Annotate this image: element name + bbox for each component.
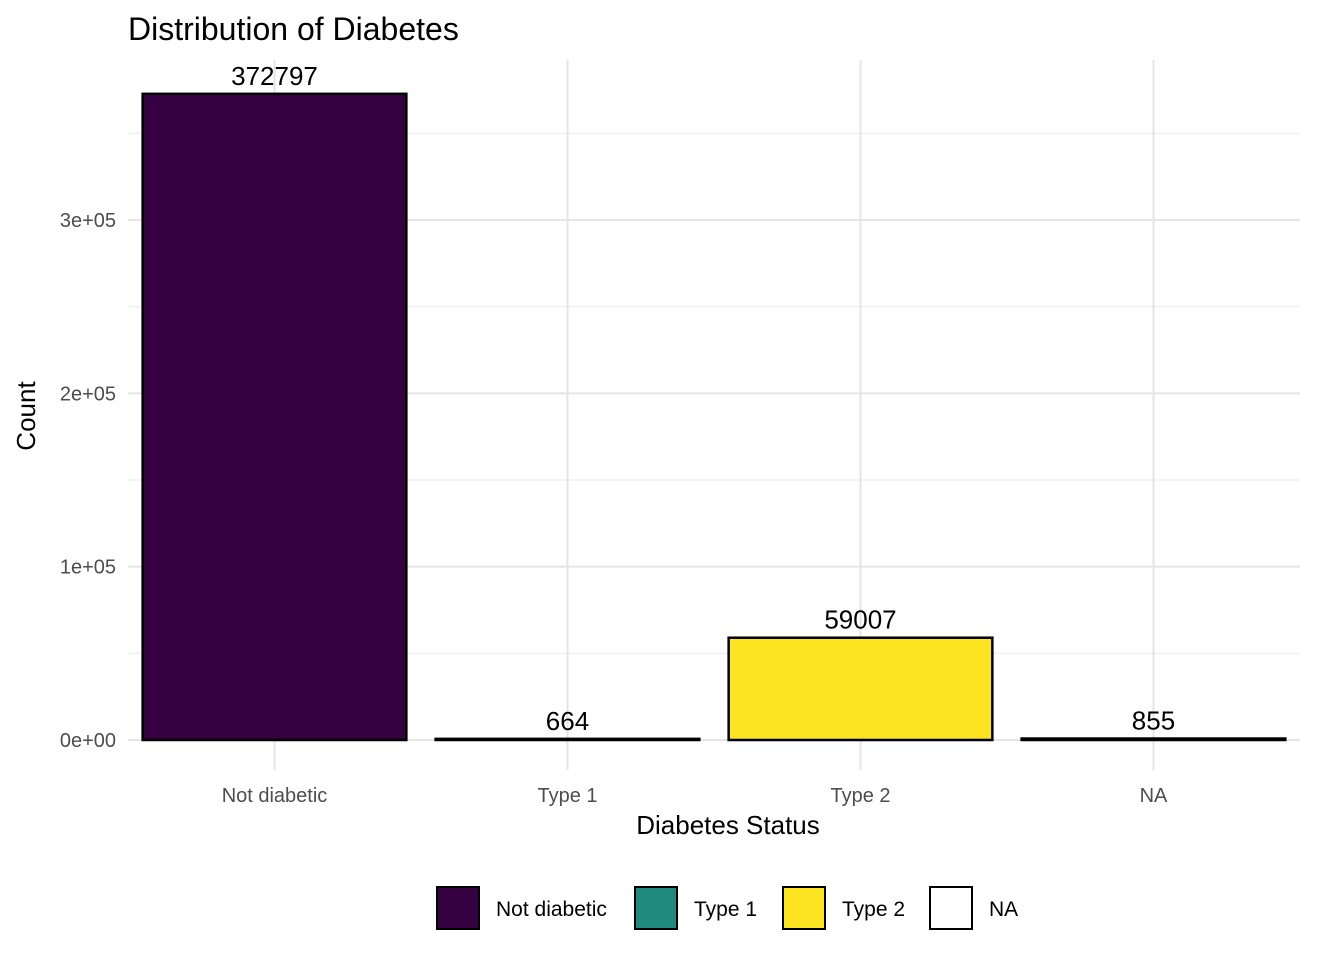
data-label: 855 xyxy=(1132,706,1175,736)
x-tick-label: Type 2 xyxy=(830,785,890,807)
legend-key xyxy=(634,886,678,930)
x-axis-ticks: Not diabetic Type 1 Type 2 NA xyxy=(222,785,1168,807)
legend-key xyxy=(929,886,973,930)
bar-na xyxy=(1020,737,1287,742)
x-tick-label: NA xyxy=(1140,785,1168,807)
y-tick-label: 0e+00 xyxy=(60,730,116,752)
bars-layer xyxy=(141,92,1287,742)
data-label: 664 xyxy=(546,706,589,736)
y-axis-ticks: 0e+00 1e+05 2e+05 3e+05 xyxy=(60,210,116,752)
legend-key xyxy=(782,886,826,930)
y-tick-label: 2e+05 xyxy=(60,383,116,405)
data-labels-layer: 372797 664 59007 855 xyxy=(231,61,1175,736)
data-label: 59007 xyxy=(824,605,896,635)
bar-type-1 xyxy=(434,737,701,742)
y-axis-title: Count xyxy=(11,381,41,451)
bar-not-diabetic xyxy=(141,92,408,742)
x-axis-title: Diabetes Status xyxy=(636,810,820,840)
data-label: 372797 xyxy=(231,61,318,91)
legend: Not diabetic Type 1 Type 2 NA xyxy=(436,886,1018,930)
legend-label: NA xyxy=(989,898,1018,921)
y-tick-label: 3e+05 xyxy=(60,210,116,232)
x-tick-label: Not diabetic xyxy=(222,785,328,807)
legend-label: Not diabetic xyxy=(496,898,607,921)
y-tick-label: 1e+05 xyxy=(60,557,116,579)
bar-type-2 xyxy=(727,636,994,742)
chart-title: Distribution of Diabetes xyxy=(128,11,459,47)
legend-label: Type 2 xyxy=(842,898,905,921)
legend-key xyxy=(436,886,480,930)
x-tick-label: Type 1 xyxy=(537,785,597,807)
legend-label: Type 1 xyxy=(694,898,757,921)
